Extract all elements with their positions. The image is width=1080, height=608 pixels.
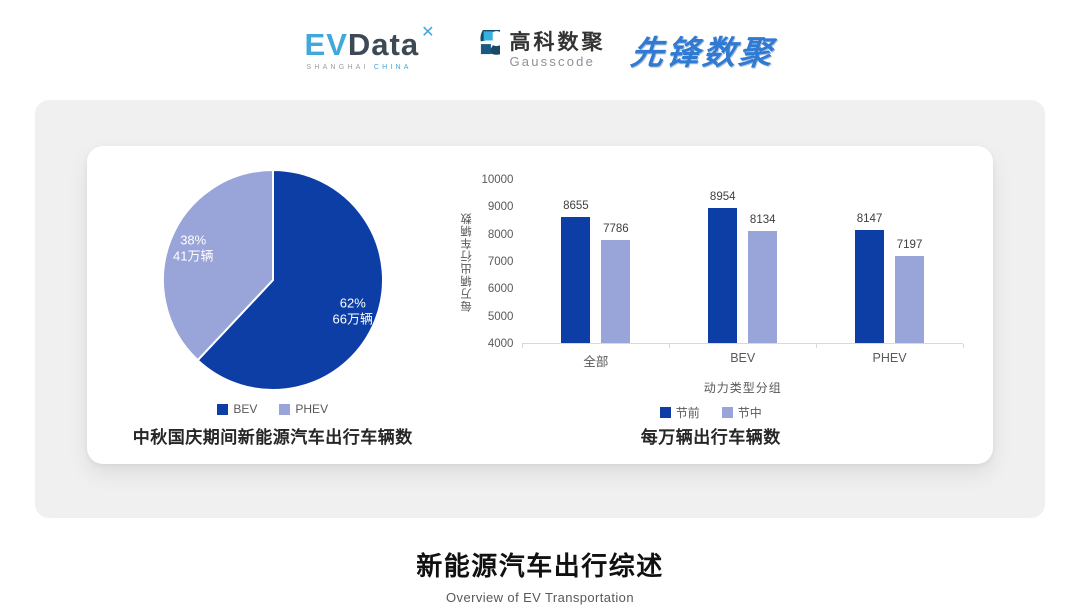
bar-legend: 节前 节中 <box>458 404 963 421</box>
x-axis-tick-mark <box>522 344 524 348</box>
bar-group-全部: 8655 7786 <box>522 180 669 343</box>
x-axis-tick-mark <box>816 344 818 348</box>
y-tick-label: 9000 <box>487 201 514 214</box>
evdata-ev-text: EV <box>304 27 348 62</box>
bar-全部-节前: 8655 <box>561 200 591 343</box>
bar-y-axis-label: 每万辆出行车辆数 <box>461 212 474 312</box>
y-tick-label: 7000 <box>487 256 514 268</box>
legend-swatch-icon <box>279 403 291 415</box>
y-tick-label: 6000 <box>487 283 514 296</box>
pie-legend: BEV PHEV <box>217 402 328 416</box>
bar-y-axis-ticks: 4000 5000 6000 7000 8000 9000 10000 <box>476 174 522 350</box>
gausscode-text: 高科数聚 Gausscode <box>509 31 605 69</box>
legend-swatch-icon <box>721 407 733 418</box>
bar-value-label: 8954 <box>709 191 736 204</box>
y-tick-label: 5000 <box>487 310 514 323</box>
pie-slice-phev <box>161 169 274 362</box>
x-axis-tick-mark <box>963 344 964 348</box>
bar-chart-title: 每万辆出行车辆数 <box>640 428 781 447</box>
charts-card: 62% 66万辆 38% 41万辆 BEV PHEV 中秋国庆期间新能源汽车出行车辆数 … <box>87 146 993 464</box>
pie-chart-section: 62% 66万辆 38% 41万辆 BEV PHEV 中秋国庆期间新能源汽车出行车辆数 <box>87 146 458 464</box>
legend-swatch-icon <box>659 407 671 418</box>
bar-value-label: 7197 <box>896 239 923 252</box>
evdata-x-icon: ✕ <box>421 24 435 41</box>
page-footer: 新能源汽车出行综述 Overview of EV Transportation <box>0 518 1080 605</box>
pie-legend-item-phev: PHEV <box>279 402 328 416</box>
y-tick-label: 4000 <box>487 338 514 350</box>
gausscode-name-cn: 高科数聚 <box>509 30 606 54</box>
pie-slice-label-phev: 38% 41万辆 <box>173 232 213 263</box>
bar-x-axis-label: 动力类型分组 <box>703 381 782 395</box>
gausscode-logo: 高科数聚 Gausscode <box>460 30 605 70</box>
bar-chart-section: 每万辆出行车辆数 4000 5000 6000 7000 8000 9000 10000 8… <box>458 146 993 464</box>
x-tick-label-PHEV: PHEV <box>872 351 907 365</box>
logo-bar: EV Data ✕ SHANGHAI CHINA 高科数聚 Gausscode … <box>0 0 1080 100</box>
bar-value-label: 7786 <box>603 223 629 236</box>
x-axis-tick-mark <box>669 344 671 348</box>
bar-plot-wrap: 每万辆出行车辆数 4000 5000 6000 7000 8000 9000 10000 8… <box>458 174 964 350</box>
pie-chart: 62% 66万辆 38% 41万辆 <box>161 169 384 391</box>
bar-PHEV-节中: 7197 <box>895 239 925 343</box>
bar-legend-item-节前: 节前 <box>659 404 700 421</box>
x-tick-label-全部: 全部 <box>583 355 609 369</box>
bar-value-label: 8147 <box>856 213 883 226</box>
bar-plot-area: 8655 7786 8954 8134 8147 7197 <box>522 180 964 348</box>
bar-x-axis-ticks: 全部 BEV PHEV <box>522 351 963 370</box>
bar-全部-节中: 7786 <box>601 223 631 343</box>
pie-legend-item-bev: BEV <box>217 402 257 416</box>
gausscode-name-en: Gausscode <box>509 54 596 70</box>
bar-group-BEV: 8954 8134 <box>669 180 816 343</box>
bar-value-label: 8655 <box>563 199 589 212</box>
y-tick-label: 8000 <box>487 228 514 241</box>
pioneer-logo: 先锋数聚 <box>629 34 778 71</box>
bar-legend-item-节中: 节中 <box>721 404 762 421</box>
bar-BEV-节中: 8134 <box>748 214 778 343</box>
evdata-tagline-china: CHINA <box>373 64 412 71</box>
pie-slice-label-bev: 62% 66万辆 <box>332 296 372 327</box>
bar-BEV-节前: 8954 <box>708 191 738 343</box>
content-panel: 62% 66万辆 38% 41万辆 BEV PHEV 中秋国庆期间新能源汽车出行车辆数 … <box>35 100 1045 518</box>
evdata-data-text: Data <box>347 27 420 62</box>
gausscode-g-icon <box>481 30 501 55</box>
bar-value-label: 8134 <box>749 213 776 226</box>
page-title: 新能源汽车出行综述 <box>416 551 664 581</box>
page-subtitle: Overview of EV Transportation <box>446 590 634 605</box>
evdata-logo: EV Data ✕ SHANGHAI CHINA <box>304 25 435 72</box>
pie-chart-title: 中秋国庆期间新能源汽车出行车辆数 <box>132 428 413 447</box>
bar-PHEV-节前: 8147 <box>855 213 885 343</box>
evdata-tagline-shanghai: SHANGHAI <box>306 64 369 71</box>
evdata-wordmark: EV Data ✕ <box>304 25 435 62</box>
y-tick-label: 10000 <box>481 174 514 186</box>
legend-swatch-icon <box>217 403 229 415</box>
bar-group-PHEV: 8147 7197 <box>816 180 963 343</box>
pie-slice-bev <box>196 169 384 391</box>
evdata-tagline: SHANGHAI CHINA <box>307 64 412 71</box>
x-tick-label-BEV: BEV <box>730 351 756 365</box>
